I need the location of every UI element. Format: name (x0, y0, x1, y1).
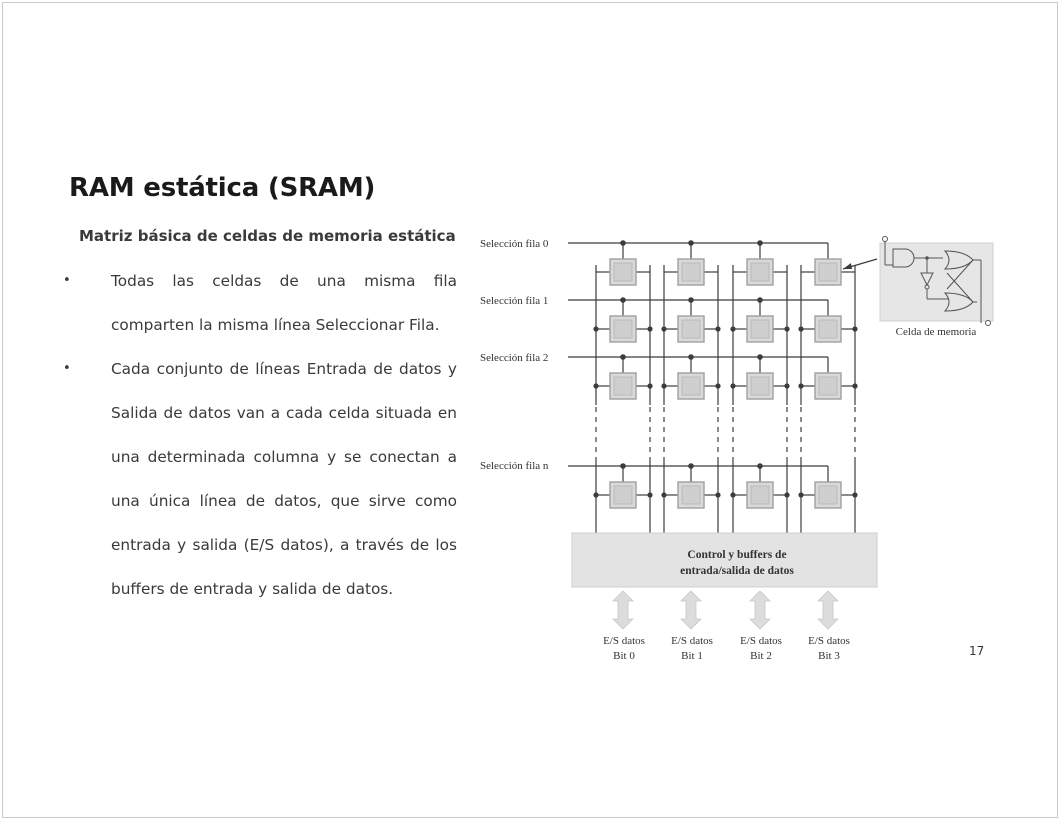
bidirectional-arrow-icon (680, 590, 702, 630)
junction-dot (593, 383, 599, 389)
junction-dot (730, 326, 736, 332)
memory-cell-inner (818, 485, 838, 505)
junction-dot (798, 326, 804, 332)
control-buffer-block (571, 532, 878, 588)
memory-cell-inner (681, 485, 701, 505)
terminal-icon (985, 320, 991, 326)
junction-dot (661, 326, 667, 332)
io-label-bit3-line2: Bit 3 (818, 650, 840, 662)
latch-gate-top-icon (943, 250, 974, 270)
junction-dot (688, 463, 694, 469)
cross-couple-wire (946, 272, 974, 303)
junction-dot (661, 492, 667, 498)
memory-cell-inner (750, 319, 770, 339)
bullet-text: Todas las celdas de una misma fila compa… (111, 272, 457, 334)
and-gate-icon (892, 248, 915, 268)
io-label-bit0-line2: Bit 0 (613, 650, 635, 662)
page-number: 17 (969, 644, 985, 658)
junction-dot (730, 492, 736, 498)
io-label-bit1-line2: Bit 1 (681, 650, 703, 662)
junction-dot (593, 326, 599, 332)
junction-dot (620, 297, 626, 303)
memory-cell-inner (681, 319, 701, 339)
junction-dot (798, 383, 804, 389)
junction-dot (647, 326, 653, 332)
memory-cell-inner (818, 319, 838, 339)
control-block-line2: entrada/salida de datos (680, 565, 794, 577)
memory-cell-inner (613, 262, 633, 282)
io-label-bit2-line2: Bit 2 (750, 650, 772, 662)
junction-dot (715, 383, 721, 389)
pointer-arrowhead-icon (843, 263, 852, 269)
memory-cell-inner (613, 485, 633, 505)
diagram-wires (568, 240, 878, 533)
row-label-1: Selección fila 1 (480, 295, 548, 307)
io-label-bit3-line1: E/S datos (808, 635, 850, 647)
bidirectional-arrow-icon (817, 590, 839, 630)
memory-cell-inner (818, 262, 838, 282)
bullet-text: Cada conjunto de líneas Entrada de datos… (111, 360, 457, 598)
junction-dot (784, 383, 790, 389)
junction-dot (757, 297, 763, 303)
bullet-list: • Todas las celdas de una misma fila com… (63, 259, 457, 611)
junction-dot (757, 354, 763, 360)
junction-dot (730, 383, 736, 389)
junction-dot (757, 240, 763, 246)
io-arrows (612, 590, 839, 630)
junction-dot (784, 492, 790, 498)
junction-dot (661, 383, 667, 389)
row-label-2: Selección fila 2 (480, 352, 548, 364)
junction-dot (647, 492, 653, 498)
junction-dot (757, 463, 763, 469)
io-label-bit1-line1: E/S datos (671, 635, 713, 647)
memory-cell-inner (750, 376, 770, 396)
sram-matrix-diagram: Selección fila 0 Selección fila 1 Selecc… (480, 236, 994, 662)
row-label-n: Selección fila n (480, 460, 549, 472)
junction-dot (715, 326, 721, 332)
memory-cell-inner (750, 485, 770, 505)
slide-title: RAM estática (SRAM) (69, 173, 376, 203)
terminal-icon (882, 236, 888, 242)
junction-dot (852, 492, 858, 498)
junction-dot (620, 354, 626, 360)
inset-background (879, 242, 994, 322)
bullet-icon: • (63, 361, 71, 376)
bidirectional-arrow-icon (612, 590, 634, 630)
junction-dot (852, 326, 858, 332)
memory-cell-inner (613, 319, 633, 339)
io-label-bit0-line1: E/S datos (603, 635, 645, 647)
junction-dot (784, 326, 790, 332)
inverter-icon (920, 272, 934, 287)
latch-gate-bottom-icon (943, 292, 974, 312)
junction-dot (593, 492, 599, 498)
control-block-line1: Control y buffers de (687, 549, 786, 561)
bullet-item: • Todas las celdas de una misma fila com… (63, 259, 457, 347)
memory-cell-inner (681, 262, 701, 282)
junction-dot (798, 492, 804, 498)
memory-cell-inner (613, 376, 633, 396)
memory-cell-inner (750, 262, 770, 282)
memory-cell-inset (879, 236, 994, 326)
junction-dot (688, 297, 694, 303)
bullet-item: • Cada conjunto de líneas Entrada de dat… (63, 347, 457, 611)
bullet-icon: • (63, 273, 71, 288)
bidirectional-arrow-icon (749, 590, 771, 630)
slide-subtitle: Matriz básica de celdas de memoria estát… (79, 227, 456, 245)
junction-dot (688, 354, 694, 360)
diagram-cells (609, 258, 842, 509)
junction-dot (647, 383, 653, 389)
junction-dot (620, 463, 626, 469)
io-label-bit2-line1: E/S datos (740, 635, 782, 647)
row-label-0: Selección fila 0 (480, 238, 549, 250)
junction-dot (715, 492, 721, 498)
memory-cell-inner (681, 376, 701, 396)
junction-dot (852, 383, 858, 389)
junction-dot (688, 240, 694, 246)
junction-dot (620, 240, 626, 246)
memory-cell-caption: Celda de memoria (896, 326, 977, 338)
memory-cell-inner (818, 376, 838, 396)
cross-couple-wire (946, 259, 974, 290)
